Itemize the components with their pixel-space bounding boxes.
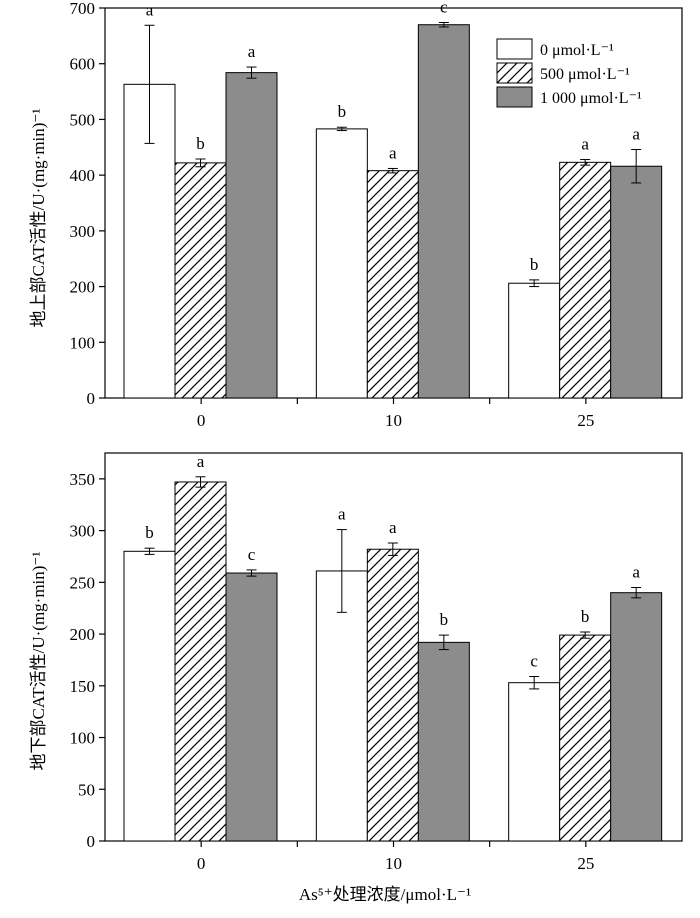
bottom-x-tick-label: 0 [197, 854, 206, 873]
top-bar-s500-25 [559, 161, 612, 399]
bottom-bar-s500-25 [559, 634, 612, 842]
top-bar-s1000-0 [225, 72, 278, 399]
bottom-bar-s0-10 [315, 570, 368, 842]
bottom-bar-s500-10 [366, 548, 419, 842]
top-significance-letter: a [146, 0, 154, 19]
top-x-tick-label: 0 [197, 411, 206, 430]
legend-swatch-1000 [496, 86, 533, 108]
bottom-bar-s500-0 [174, 481, 227, 842]
legend-label-0: 0 μmol·L⁻¹ [540, 42, 614, 59]
top-significance-letter: a [248, 42, 256, 61]
top-bar-s1000-10 [417, 24, 470, 399]
top-y-tick-label: 600 [70, 55, 96, 74]
x-axis-title: As⁵⁺处理浓度/μmol·L⁻¹ [299, 885, 471, 904]
bottom-significance-letter: a [389, 518, 397, 537]
bottom-x-tick-label: 10 [385, 854, 402, 873]
bottom-y-tick-label: 100 [70, 729, 96, 748]
bottom-significance-letter: b [581, 607, 590, 626]
bottom-y-tick-label: 150 [70, 677, 96, 696]
top-y-tick-label: 0 [87, 389, 96, 408]
bottom-bar-s1000-0 [225, 572, 278, 842]
top-significance-letter: b [338, 102, 347, 121]
top-bar-s0-10 [315, 128, 368, 399]
top-bar-s0-25 [508, 282, 561, 399]
top-significance-letter: b [530, 255, 539, 274]
bottom-significance-letter: b [440, 610, 449, 629]
top-significance-letter: c [440, 0, 448, 16]
bottom-y-tick-label: 200 [70, 625, 96, 644]
bottom-bar-s0-0 [123, 550, 176, 842]
top-y-tick-label: 700 [70, 0, 96, 18]
legend-label-1000: 1 000 μmol·L⁻¹ [540, 90, 642, 107]
bottom-significance-letter: c [248, 545, 256, 564]
legend-label-500: 500 μmol·L⁻¹ [540, 66, 630, 83]
bottom-y-tick-label: 0 [87, 832, 96, 851]
bottom-y-tick-label: 50 [78, 780, 95, 799]
top-x-tick-label: 25 [577, 411, 594, 430]
legend-swatch-0 [496, 38, 533, 60]
bottom-significance-letter: a [338, 505, 346, 524]
bottom-significance-letter: a [197, 452, 205, 471]
top-panel: 0 100 200 300 400 500 600 700 0 10 25 a b b b a a a c a [70, 0, 683, 430]
bottom-y-tick-label: 250 [70, 573, 96, 592]
bottom-significance-letter: b [145, 523, 154, 542]
top-y-tick-label: 500 [70, 110, 96, 129]
top-x-tick-label: 10 [385, 411, 402, 430]
bottom-significance-letter: a [632, 563, 640, 582]
top-y-axis-title: 地上部CAT活性/U·(mg·min)⁻¹ [29, 109, 48, 328]
bottom-bar-s1000-25 [610, 592, 663, 842]
bottom-significance-letter: c [530, 651, 538, 670]
bottom-y-tick-label: 350 [70, 470, 96, 489]
top-y-tick-label: 300 [70, 222, 96, 241]
top-y-tick-label: 100 [70, 333, 96, 352]
top-bar-s500-0 [174, 162, 227, 399]
top-y-tick-label: 200 [70, 278, 96, 297]
top-significance-letter: a [581, 135, 589, 154]
legend: 0 μmol·L⁻¹ 500 μmol·L⁻¹ 1 000 μmol·L⁻¹ [496, 38, 642, 108]
bottom-y-tick-label: 300 [70, 522, 96, 541]
bottom-bar-s0-25 [508, 682, 561, 842]
bottom-panel: 0 50 100 150 200 250 300 350 0 10 25 b a c a a b c b a [70, 452, 683, 873]
top-significance-letter: a [632, 125, 640, 144]
bottom-y-axis-title: 地下部CAT活性/U·(mg·min)⁻¹ [29, 552, 48, 771]
bottom-bar-s1000-10 [417, 641, 470, 842]
top-bar-s1000-25 [610, 165, 663, 399]
top-bar-s500-10 [366, 170, 419, 399]
top-significance-letter: b [196, 134, 205, 153]
legend-swatch-500 [496, 62, 533, 84]
top-significance-letter: a [389, 143, 397, 162]
top-y-tick-label: 400 [70, 166, 96, 185]
bottom-x-tick-label: 25 [577, 854, 594, 873]
